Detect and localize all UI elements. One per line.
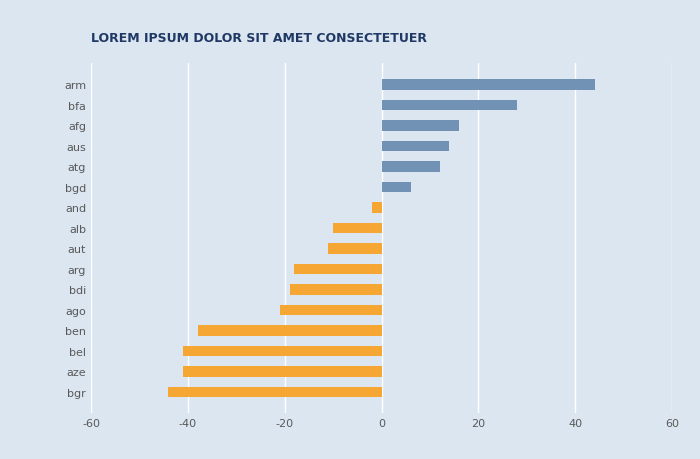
Bar: [169, 387, 382, 397]
Bar: [290, 285, 382, 295]
Bar: [295, 264, 382, 274]
Bar: [382, 101, 517, 111]
Text: LOREM IPSUM DOLOR SIT AMET CONSECTETUER: LOREM IPSUM DOLOR SIT AMET CONSECTETUER: [91, 32, 427, 45]
Bar: [183, 367, 382, 377]
Bar: [333, 224, 382, 234]
Bar: [382, 121, 459, 131]
Bar: [382, 80, 594, 90]
Bar: [183, 346, 382, 356]
Bar: [372, 203, 382, 213]
Bar: [328, 244, 382, 254]
Bar: [382, 162, 440, 172]
Bar: [382, 182, 410, 193]
Bar: [280, 305, 382, 315]
Bar: [197, 325, 382, 336]
Bar: [382, 141, 449, 152]
